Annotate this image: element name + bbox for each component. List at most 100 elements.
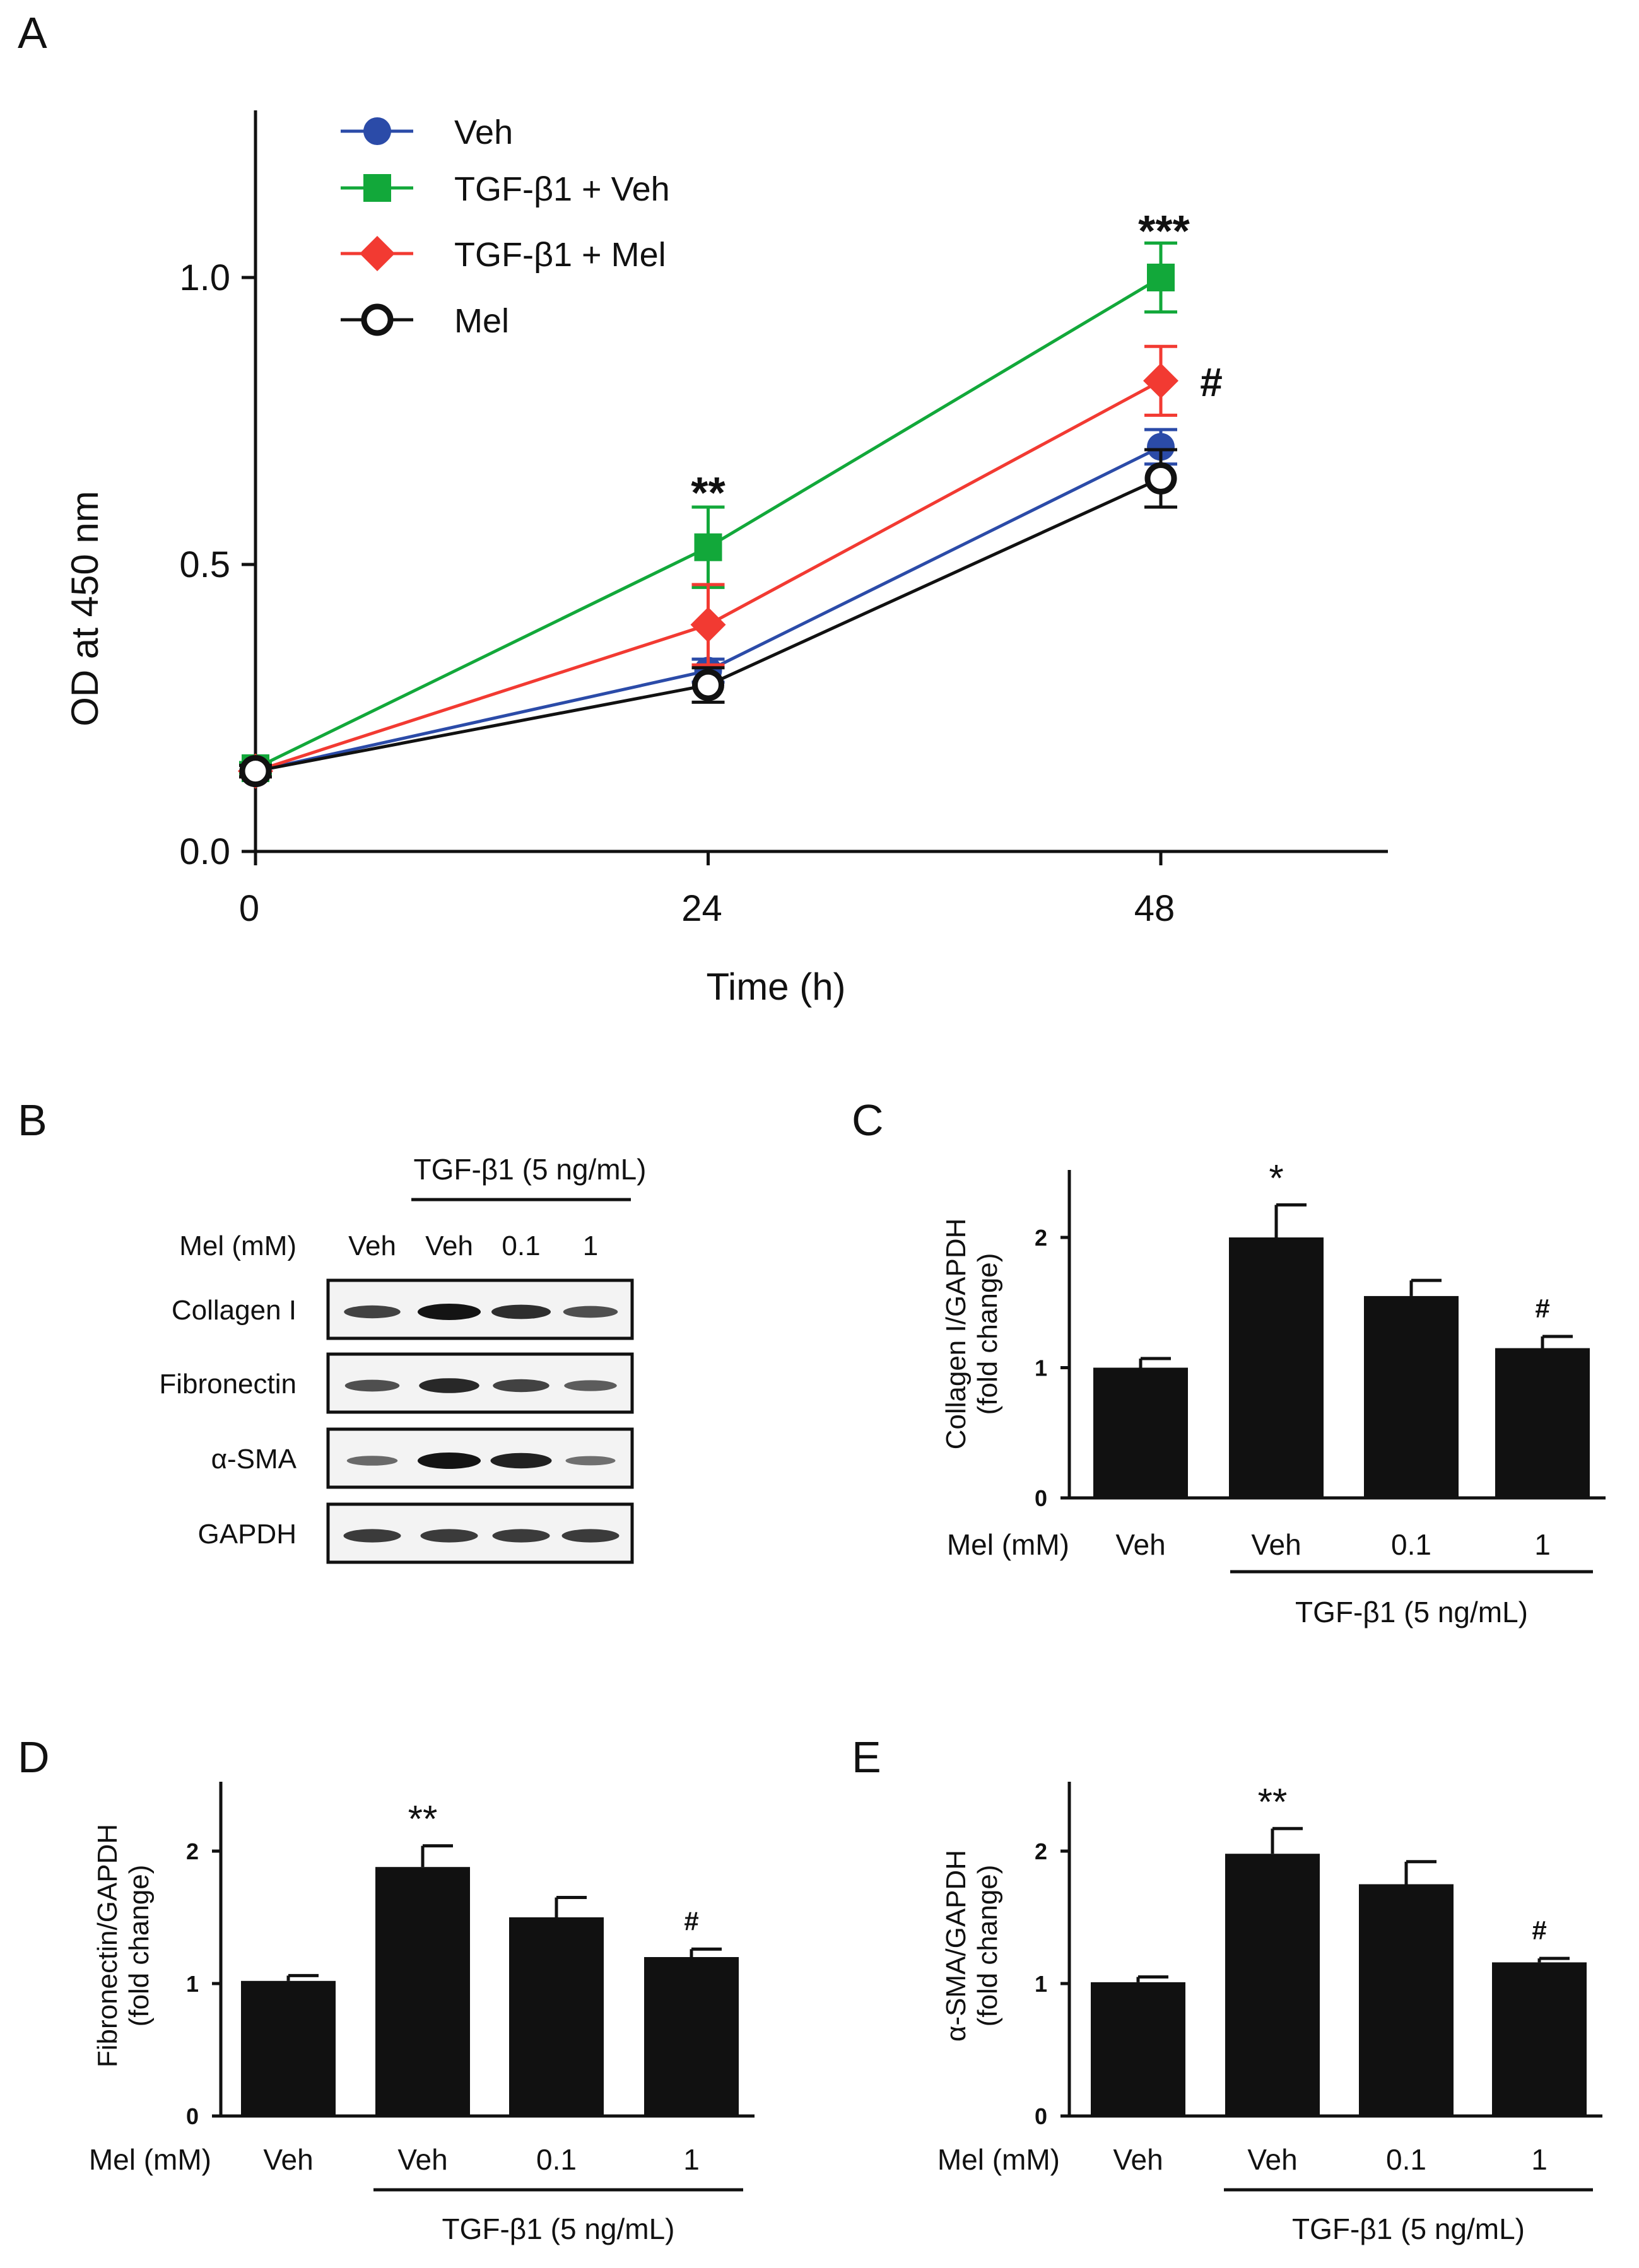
line-chart-legend: Veh TGF-β1 + Veh TGF-β1 + Mel Mel (341, 114, 670, 340)
annotation-24h: ** (691, 468, 726, 517)
panel-letter-c: C (852, 1096, 884, 1145)
y-tick-label: 2 (186, 1838, 199, 1864)
legend-label: TGF-β1 + Mel (454, 236, 666, 274)
y-axis-title: α-SMA/GAPDH(fold change) (941, 1850, 1003, 2042)
legend-label: TGF-β1 + Veh (454, 170, 670, 208)
growth-line-chart: 0.0 0.5 1.0 0 24 48 Veh TGF-β1 + Veh TGF-β1 + M… (64, 110, 1388, 1008)
data-point (1143, 363, 1178, 399)
blot-band (419, 1378, 479, 1393)
y-axis-title-line2: (fold change) (972, 1865, 1003, 2027)
blot-row: Collagen I (172, 1278, 634, 1340)
y-axis-title-line1: Collagen I/GAPDH (941, 1219, 972, 1450)
legend-label: Veh (454, 114, 513, 151)
data-point (1147, 433, 1175, 461)
legend-label: Mel (454, 302, 509, 340)
y-axis-title: Fibronectin/GAPDH(fold change) (92, 1824, 155, 2067)
blot-row: α-SMA (211, 1427, 634, 1489)
y-tick-label: 0.0 (179, 831, 230, 872)
blot-band (493, 1379, 549, 1393)
mel-row-label: Mel (mM) (947, 1528, 1069, 1561)
annotation-48h-hash: # (1200, 359, 1223, 405)
blot-band (344, 1305, 401, 1319)
x-axis-title: Time (h) (706, 966, 845, 1008)
blot-lane-label: 0.1 (502, 1230, 540, 1261)
category-label: Veh (263, 2143, 313, 2176)
line-chart-annotations: *****# (691, 206, 1223, 517)
bar (1093, 1367, 1188, 1498)
data-point (694, 533, 722, 561)
y-tick-label: 0 (186, 2103, 199, 2129)
panel-letter-a: A (18, 8, 47, 57)
treatment-label: TGF-β1 (5 ng/mL) (1295, 1596, 1528, 1628)
x-tick-label: 24 (681, 888, 722, 929)
legend-marker (361, 303, 394, 336)
category-label: 1 (1531, 2143, 1548, 2176)
legend-marker (360, 236, 395, 271)
bar (1495, 1348, 1590, 1498)
blot-protein-label: GAPDH (198, 1519, 297, 1550)
y-axis-title: OD at 450 nm (64, 491, 106, 727)
y-axis-title: Collagen I/GAPDH(fold change) (941, 1219, 1003, 1450)
y-tick-label: 1 (186, 1971, 199, 1997)
y-tick-label: 1.0 (179, 257, 230, 298)
blot-band (491, 1304, 551, 1319)
blot-rows: Collagen I Fibronectin α-SMA GAPDH (159, 1278, 634, 1564)
legend-marker (363, 174, 391, 202)
collagen-bar-chart: 0 1 2 Veh * Veh 0.1 #1 Mel (mM) TGF-β1 (5 ng/mL) C… (941, 1157, 1606, 1628)
significance-mark: # (1532, 1915, 1546, 1945)
panel-letter-d: D (18, 1733, 50, 1782)
category-label: 0.1 (1386, 2143, 1426, 2176)
bar (1091, 1982, 1185, 2116)
bar (375, 1867, 470, 2116)
blot-band (563, 1306, 618, 1318)
category-label: Veh (1247, 2143, 1297, 2176)
y-axis-title-line2: (fold change) (972, 1253, 1003, 1415)
significance-mark: ** (408, 1798, 438, 1840)
bar (509, 1917, 604, 2116)
data-point (1144, 462, 1177, 494)
blot-row: Fibronectin (159, 1352, 634, 1414)
blot-lane-label: Veh (425, 1230, 473, 1261)
y-tick-label: 2 (1035, 1838, 1047, 1864)
asma-bar-chart: 0 1 2 Veh ** Veh 0.1 #1 Mel (mM) TGF-β1 (5 ng/mL)… (937, 1780, 1602, 2245)
category-label: 1 (683, 2143, 700, 2176)
blot-lane-label: Veh (348, 1230, 396, 1261)
bar (1225, 1854, 1320, 2116)
blot-band (564, 1380, 617, 1391)
bar (1359, 1884, 1454, 2116)
annotation-48h: *** (1138, 206, 1190, 255)
data-point (239, 755, 272, 788)
y-tick-label: 2 (1035, 1225, 1047, 1251)
blot-band (490, 1453, 552, 1469)
bar (644, 1957, 739, 2116)
legend-marker (363, 117, 391, 145)
category-label: 1 (1534, 1528, 1551, 1561)
data-point (1147, 264, 1175, 291)
significance-mark: # (1535, 1294, 1549, 1323)
y-tick-label: 1 (1035, 1971, 1047, 1997)
blot-band (344, 1379, 400, 1392)
significance-mark: * (1269, 1157, 1283, 1199)
x-tick-label: 48 (1134, 888, 1175, 929)
panel-letter-b: B (18, 1096, 47, 1145)
blot-band (343, 1529, 401, 1543)
x-tick-label: 0 (239, 888, 259, 929)
western-blot: TGF-β1 (5 ng/mL) Mel (mM) Veh Veh 0.1 1 Col… (159, 1153, 646, 1564)
panel-letter-e: E (852, 1733, 881, 1782)
data-point (692, 669, 724, 701)
y-axis-title-line2: (fold change) (124, 1865, 155, 2027)
category-label: Veh (397, 2143, 447, 2176)
significance-mark: ** (1258, 1780, 1288, 1823)
category-label: Veh (1251, 1528, 1301, 1561)
treatment-label: TGF-β1 (5 ng/mL) (1292, 2212, 1525, 2245)
line-chart-ticks: 0.0 0.5 1.0 0 24 48 (179, 257, 1175, 929)
bar (1364, 1295, 1459, 1498)
line-chart-series (238, 241, 1178, 789)
category-label: Veh (1113, 2143, 1163, 2176)
blot-band (418, 1304, 481, 1320)
blot-band (418, 1453, 481, 1469)
line-chart-axes (254, 110, 1388, 853)
blot-lane-labels: Veh Veh 0.1 1 (348, 1230, 598, 1261)
mel-row-label: Mel (mM) (89, 2143, 211, 2176)
